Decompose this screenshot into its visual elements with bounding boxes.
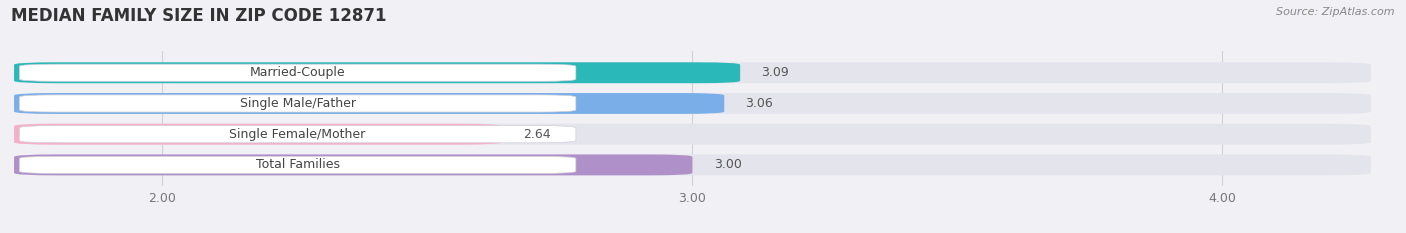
FancyBboxPatch shape [20,156,576,173]
FancyBboxPatch shape [14,124,502,145]
FancyBboxPatch shape [14,154,692,175]
FancyBboxPatch shape [14,62,740,83]
FancyBboxPatch shape [14,62,1371,83]
FancyBboxPatch shape [14,93,724,114]
Text: MEDIAN FAMILY SIZE IN ZIP CODE 12871: MEDIAN FAMILY SIZE IN ZIP CODE 12871 [11,7,387,25]
Text: 3.09: 3.09 [762,66,789,79]
FancyBboxPatch shape [20,64,576,81]
Text: 3.00: 3.00 [714,158,741,171]
FancyBboxPatch shape [14,154,1371,175]
FancyBboxPatch shape [20,95,576,112]
Text: 2.64: 2.64 [523,128,551,141]
FancyBboxPatch shape [14,124,1371,145]
Text: 3.06: 3.06 [745,97,773,110]
Text: Single Male/Father: Single Male/Father [239,97,356,110]
Text: Single Female/Mother: Single Female/Mother [229,128,366,141]
Text: Source: ZipAtlas.com: Source: ZipAtlas.com [1277,7,1395,17]
Text: Married-Couple: Married-Couple [250,66,346,79]
FancyBboxPatch shape [14,93,1371,114]
Text: Total Families: Total Families [256,158,340,171]
FancyBboxPatch shape [20,126,576,143]
